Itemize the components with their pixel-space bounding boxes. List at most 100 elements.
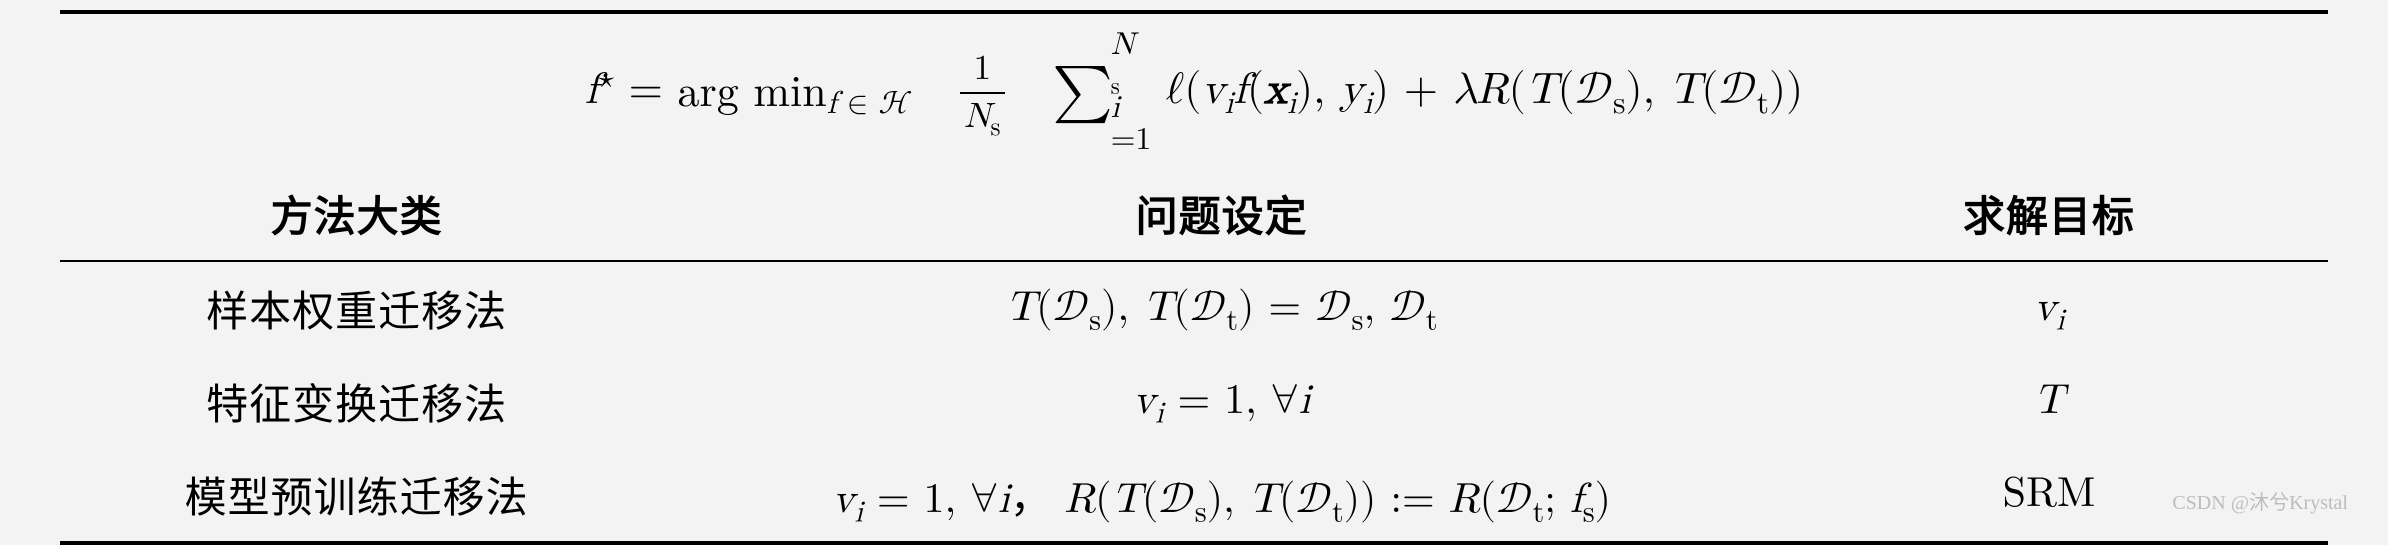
r3fs: s bbox=[1583, 497, 1595, 527]
r2T: T bbox=[2034, 380, 2064, 422]
r2-setting: vi = 1, ∀i bbox=[613, 376, 1830, 426]
o1: ( bbox=[1184, 68, 1201, 112]
table-header: 方法大类 问题设定 求解目标 bbox=[60, 167, 2328, 260]
cm1: , bbox=[1313, 68, 1340, 112]
c3: ) bbox=[1786, 68, 1803, 112]
R: R bbox=[1476, 68, 1508, 112]
Ds: 𝒟 bbox=[1575, 68, 1613, 112]
r3fa: ∀ bbox=[970, 479, 998, 521]
r3-method: 模型预训练迁移法 bbox=[60, 464, 613, 525]
ell: ℓ bbox=[1166, 68, 1184, 112]
Dt: 𝒟 bbox=[1718, 68, 1756, 112]
r2i: i bbox=[1299, 380, 1311, 422]
argmin-H: ℋ bbox=[879, 88, 913, 120]
r2fa: ∀ bbox=[1271, 380, 1299, 422]
r1vi: i bbox=[2056, 306, 2064, 336]
T1: T bbox=[1526, 68, 1558, 112]
lambda: λ bbox=[1453, 68, 1477, 112]
frac-den-s: s bbox=[991, 115, 1001, 140]
cm2: , bbox=[1643, 68, 1670, 112]
r3Dt2: 𝒟 bbox=[1496, 479, 1533, 521]
c2: ) bbox=[1296, 68, 1313, 112]
r2v: v bbox=[1133, 380, 1155, 422]
sum-symbol: ∑ bbox=[1052, 59, 1112, 127]
r1Ds2s: s bbox=[1352, 306, 1364, 336]
r3-setting: vi = 1, ∀i， R(T(𝒟s), T(𝒟t)) := R(𝒟t; fs) bbox=[613, 464, 1830, 525]
xi: i bbox=[1287, 88, 1296, 120]
r3Dts: t bbox=[1332, 497, 1344, 527]
r1T2: T bbox=[1143, 287, 1173, 329]
table-row: 样本权重迁移法 T(𝒟s), T(𝒟t) = 𝒟s, 𝒟t vi bbox=[60, 262, 2328, 355]
fraction: 1 Ns bbox=[960, 48, 1004, 138]
r3c1: ) bbox=[1360, 479, 1376, 521]
r1cm1: , bbox=[1117, 287, 1143, 329]
plus: + bbox=[1389, 68, 1452, 112]
bottom-rule bbox=[60, 541, 2328, 545]
r1Dt: 𝒟 bbox=[1190, 287, 1227, 329]
T2: T bbox=[1669, 68, 1701, 112]
r3c2: ) bbox=[1207, 479, 1223, 521]
r3Dt2s: t bbox=[1533, 497, 1545, 527]
o2: ( bbox=[1247, 68, 1264, 112]
r3as: := bbox=[1376, 479, 1448, 521]
sum-low-eq1: =1 bbox=[1111, 125, 1151, 157]
methods-table: f⋆ = arg minf ∈ ℋ 1 Ns ∑Nsi=1 ℓ(vif(xi),… bbox=[60, 10, 2328, 545]
r3cm1: , bbox=[1223, 479, 1249, 521]
Dt-sub: t bbox=[1757, 88, 1769, 120]
yi: i bbox=[1363, 88, 1372, 120]
f2: f bbox=[1233, 68, 1246, 112]
r3i: i bbox=[998, 479, 1010, 521]
r1c1: ) bbox=[1101, 287, 1117, 329]
r3R2: R bbox=[1449, 479, 1480, 521]
header-method: 方法大类 bbox=[60, 183, 613, 244]
r1cm2: , bbox=[1363, 287, 1389, 329]
r3T1: T bbox=[1112, 479, 1142, 521]
c1: ) bbox=[1372, 68, 1389, 112]
r3Dss: s bbox=[1195, 497, 1207, 527]
r1-target: vi bbox=[1830, 283, 2328, 333]
r1Ds: 𝒟 bbox=[1053, 287, 1090, 329]
r3sc: ; bbox=[1544, 479, 1570, 521]
r1o1: ( bbox=[1036, 287, 1052, 329]
table-row: 特征变换迁移法 vi = 1, ∀i T bbox=[60, 355, 2328, 448]
r1Dts: t bbox=[1226, 306, 1238, 336]
r2vi: i bbox=[1155, 399, 1163, 429]
sum-limits: Nsi=1 bbox=[1111, 30, 1151, 157]
r1-setting: T(𝒟s), T(𝒟t) = 𝒟s, 𝒟t bbox=[613, 283, 1830, 333]
c5: ) bbox=[1769, 68, 1786, 112]
r3v: v bbox=[832, 479, 854, 521]
r1eq: = bbox=[1254, 287, 1315, 329]
o3: ( bbox=[1509, 68, 1526, 112]
v: v bbox=[1201, 68, 1224, 112]
r1o2: ( bbox=[1173, 287, 1189, 329]
header-setting: 问题设定 bbox=[613, 183, 1830, 244]
r3c4: ) bbox=[1595, 479, 1611, 521]
watermark-text: CSDN @沐兮Krystal bbox=[2172, 486, 2348, 515]
r3srm: SRM bbox=[2003, 473, 2096, 515]
r3o3: ( bbox=[1279, 479, 1295, 521]
r1Ds2: 𝒟 bbox=[1315, 287, 1352, 329]
table-row: 模型预训练迁移法 vi = 1, ∀i， R(T(𝒟s), T(𝒟t)) := … bbox=[60, 448, 2328, 541]
r1c2: ) bbox=[1238, 287, 1254, 329]
r3vi: i bbox=[854, 497, 862, 527]
sym-star: ⋆ bbox=[598, 62, 614, 94]
boldx: x bbox=[1264, 68, 1287, 112]
header-target: 求解目标 bbox=[1830, 183, 2328, 244]
formula-row: f⋆ = arg minf ∈ ℋ 1 Ns ∑Nsi=1 ℓ(vif(xi),… bbox=[60, 14, 2328, 167]
r3sep: ， bbox=[1010, 476, 1065, 522]
argmin-f: f bbox=[827, 88, 837, 120]
r3Dt: 𝒟 bbox=[1295, 479, 1332, 521]
r3Ds: 𝒟 bbox=[1158, 479, 1195, 521]
r1Dt2: 𝒟 bbox=[1389, 287, 1426, 329]
sum-up-N: N bbox=[1111, 30, 1151, 62]
argmin-in: ∈ bbox=[836, 88, 878, 120]
r1T1: T bbox=[1006, 287, 1036, 329]
sum-low-i: i bbox=[1111, 93, 1151, 125]
y: y bbox=[1340, 68, 1363, 112]
r3o4: ( bbox=[1480, 479, 1496, 521]
r1-method: 样本权重迁移法 bbox=[60, 278, 613, 339]
r1Dt2s: t bbox=[1426, 306, 1438, 336]
sym-f: f bbox=[585, 68, 598, 112]
c4: ) bbox=[1625, 68, 1642, 112]
formula-expression: f⋆ = arg minf ∈ ℋ 1 Ns ∑Nsi=1 ℓ(vif(xi),… bbox=[585, 68, 1804, 112]
